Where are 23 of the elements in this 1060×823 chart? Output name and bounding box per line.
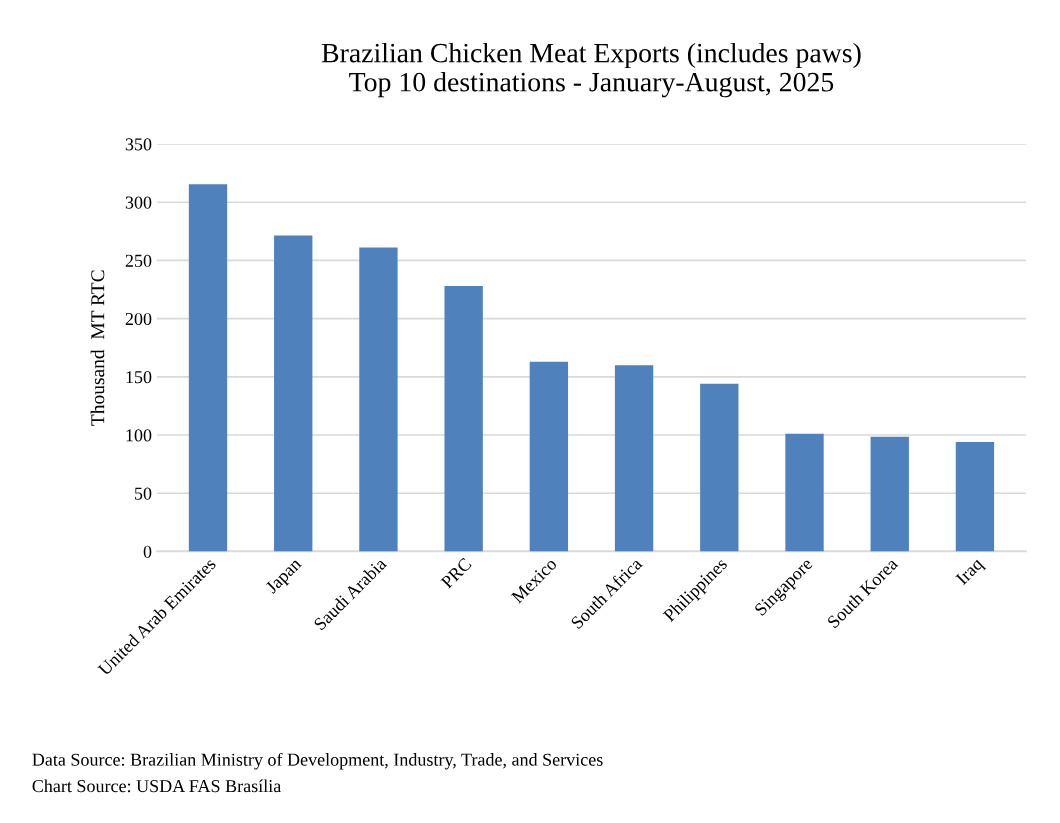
bar: [955, 442, 995, 552]
bar: [529, 361, 569, 552]
bar: [188, 184, 228, 552]
y-tick-label: 0: [143, 545, 152, 558]
y-tick-label: 100: [126, 429, 152, 442]
y-tick-label: 150: [126, 371, 152, 384]
y-axis-title: Thousand MT RTC: [90, 270, 105, 426]
bar: [444, 286, 483, 552]
y-tick-label: 200: [125, 312, 152, 326]
bar: [870, 436, 909, 552]
y-tick-label: 50: [135, 487, 152, 500]
x-tick-label: Iraq: [955, 557, 987, 588]
bar: [274, 235, 313, 552]
chart-title: Brazilian Chicken Meat Exports (includes paws) Top 10 destinations - January-August, 2025: [321, 42, 861, 98]
bar: [700, 383, 739, 552]
bar: [614, 365, 654, 552]
text: Chart Source: USDA FAS Brasília: [32, 779, 281, 793]
bar: [359, 247, 398, 552]
source-note: Data Source: Brazilian Ministry of Development, Industry, Trade, and Services: [32, 752, 603, 770]
bar: [785, 433, 824, 552]
y-tick-label: 350: [125, 138, 152, 151]
y-tick-label: 250: [125, 254, 152, 267]
y-tick-label: 300: [125, 196, 152, 209]
